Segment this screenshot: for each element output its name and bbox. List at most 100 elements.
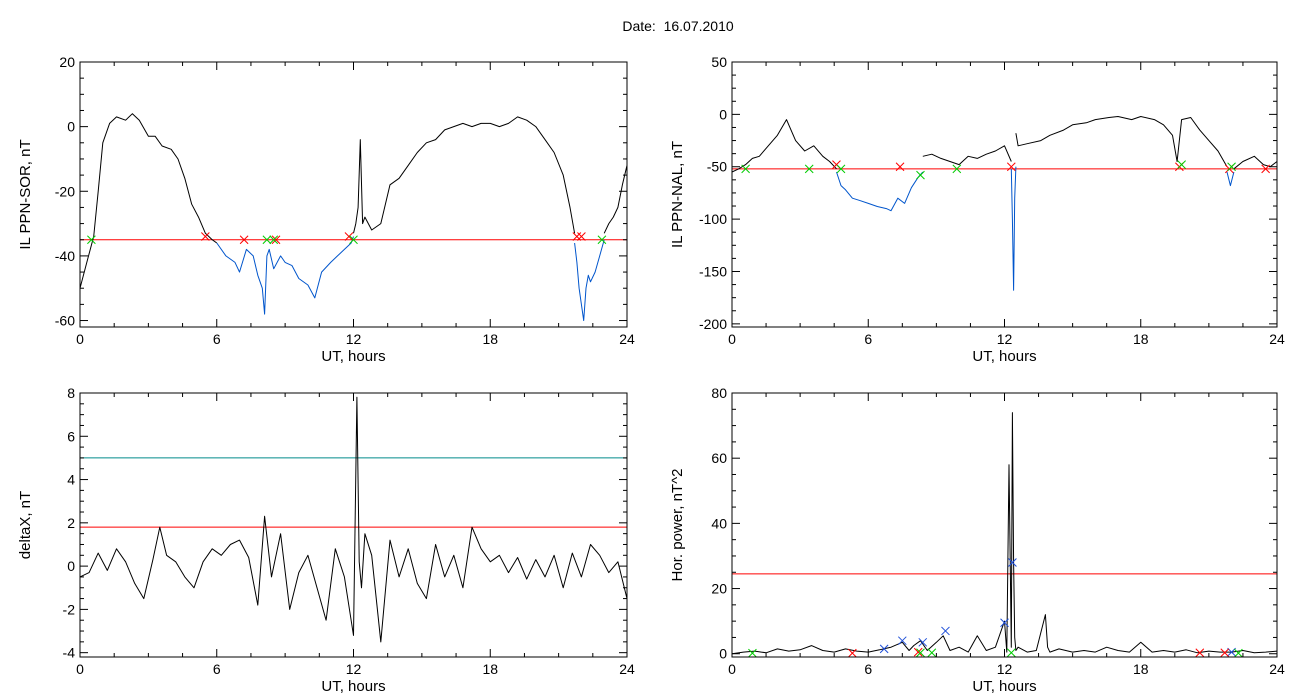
y-tick-label: 0: [67, 119, 75, 135]
marker-x: [1195, 648, 1205, 658]
marker-stroke: [577, 232, 586, 241]
marker-stroke: [916, 648, 925, 658]
y-tick-label: 80: [711, 385, 727, 401]
x-tick-label: 6: [213, 661, 221, 677]
marker-x: [572, 232, 582, 241]
x-axis-label: UT, hours: [321, 348, 385, 365]
marker-stroke: [87, 235, 96, 245]
x-tick-label: 0: [728, 661, 736, 677]
marker-x: [895, 162, 905, 172]
marker-stroke: [597, 235, 607, 245]
marker-stroke: [239, 235, 249, 245]
marker-stroke: [832, 160, 841, 170]
y-tick-label: 6: [67, 428, 75, 444]
y-axis-label: Hor. power, nT^2: [669, 469, 686, 582]
series-line: [1015, 116, 1228, 167]
marker-stroke: [262, 235, 272, 245]
x-tick-label: 0: [76, 331, 84, 347]
x-axis-label: UT, hours: [321, 678, 385, 695]
plot-frame: [731, 61, 1278, 328]
marker-x: [741, 164, 750, 174]
y-axis-label: IL PPN-NAL, nT: [669, 141, 686, 248]
marker-x: [748, 648, 757, 658]
y-tick-label: 20: [711, 581, 727, 597]
x-tick-label: 6: [864, 661, 872, 677]
series-line: [79, 396, 628, 643]
x-tick-label: 18: [482, 331, 498, 347]
marker-stroke: [941, 626, 950, 636]
marker-stroke: [952, 164, 962, 174]
marker-x: [879, 644, 889, 654]
marker-stroke: [836, 164, 846, 174]
marker-x: [1234, 648, 1243, 658]
marker-x: [1261, 164, 1270, 174]
y-tick-label: 2: [67, 515, 75, 531]
marker-stroke: [271, 235, 281, 245]
y-tick-label: 60: [711, 450, 727, 466]
marker-x: [836, 164, 846, 174]
x-tick-label: 0: [76, 661, 84, 677]
y-tick-label: -50: [707, 159, 727, 175]
marker-x: [344, 232, 354, 241]
series-line: [731, 119, 837, 173]
series-line: [1010, 166, 1017, 291]
marker-x: [269, 235, 279, 245]
marker-stroke: [1227, 162, 1236, 172]
x-tick-label: 6: [213, 331, 221, 347]
marker-x: [201, 232, 210, 241]
marker-stroke: [927, 648, 937, 658]
x-tick-label: 18: [482, 661, 498, 677]
y-axis-label: deltaX, nT: [17, 491, 34, 559]
marker-stroke: [269, 235, 279, 245]
marker-x: [1008, 558, 1017, 567]
y-tick-label: 0: [719, 646, 727, 662]
marker-stroke: [1006, 162, 1016, 172]
page-title: Date: 16.07.2010: [622, 18, 734, 34]
marker-stroke: [916, 170, 925, 180]
x-tick-label: 12: [346, 331, 362, 347]
marker-x: [952, 164, 962, 174]
x-tick-label: 24: [1269, 331, 1285, 347]
marker-x: [1177, 160, 1186, 170]
y-tick-label: 0: [67, 558, 75, 574]
marker-x: [239, 235, 249, 245]
marker-x: [848, 648, 857, 658]
y-tick-label: 0: [719, 106, 727, 122]
marker-stroke: [848, 648, 857, 658]
marker-x: [916, 170, 925, 180]
marker-stroke: [1008, 558, 1017, 567]
marker-stroke: [1220, 648, 1230, 658]
plot-frame: [79, 61, 628, 328]
marker-stroke: [895, 162, 905, 172]
x-tick-label: 12: [997, 661, 1013, 677]
marker-stroke: [1177, 160, 1186, 170]
y-tick-label: 4: [67, 472, 75, 488]
x-tick-label: 24: [619, 331, 635, 347]
marker-x: [349, 235, 358, 245]
marker-x: [1006, 162, 1016, 172]
x-tick-label: 12: [997, 331, 1013, 347]
x-tick-label: 18: [1133, 661, 1149, 677]
series-line: [731, 412, 1278, 655]
x-tick-label: 24: [1269, 661, 1285, 677]
marker-x: [597, 235, 607, 245]
marker-x: [804, 164, 814, 174]
marker-stroke: [344, 232, 354, 241]
chart-panel-hor-power: 0 6 12 18 24 0 20 40 60 80 UT, hours Hor. power, nT…: [669, 385, 1285, 695]
marker-stroke: [879, 644, 889, 654]
series-line: [1226, 171, 1235, 187]
y-tick-label: 8: [67, 385, 75, 401]
marker-stroke: [741, 164, 750, 174]
x-tick-label: 6: [864, 331, 872, 347]
y-tick-label: -20: [55, 183, 75, 199]
marker-x: [577, 232, 586, 241]
marker-x: [941, 626, 950, 636]
y-tick-label: -100: [699, 211, 727, 227]
series-line: [79, 113, 218, 289]
x-tick-label: 18: [1133, 331, 1149, 347]
series-line: [574, 239, 605, 321]
y-tick-label: -2: [63, 601, 76, 617]
marker-stroke: [748, 648, 757, 658]
marker-x: [271, 235, 281, 245]
